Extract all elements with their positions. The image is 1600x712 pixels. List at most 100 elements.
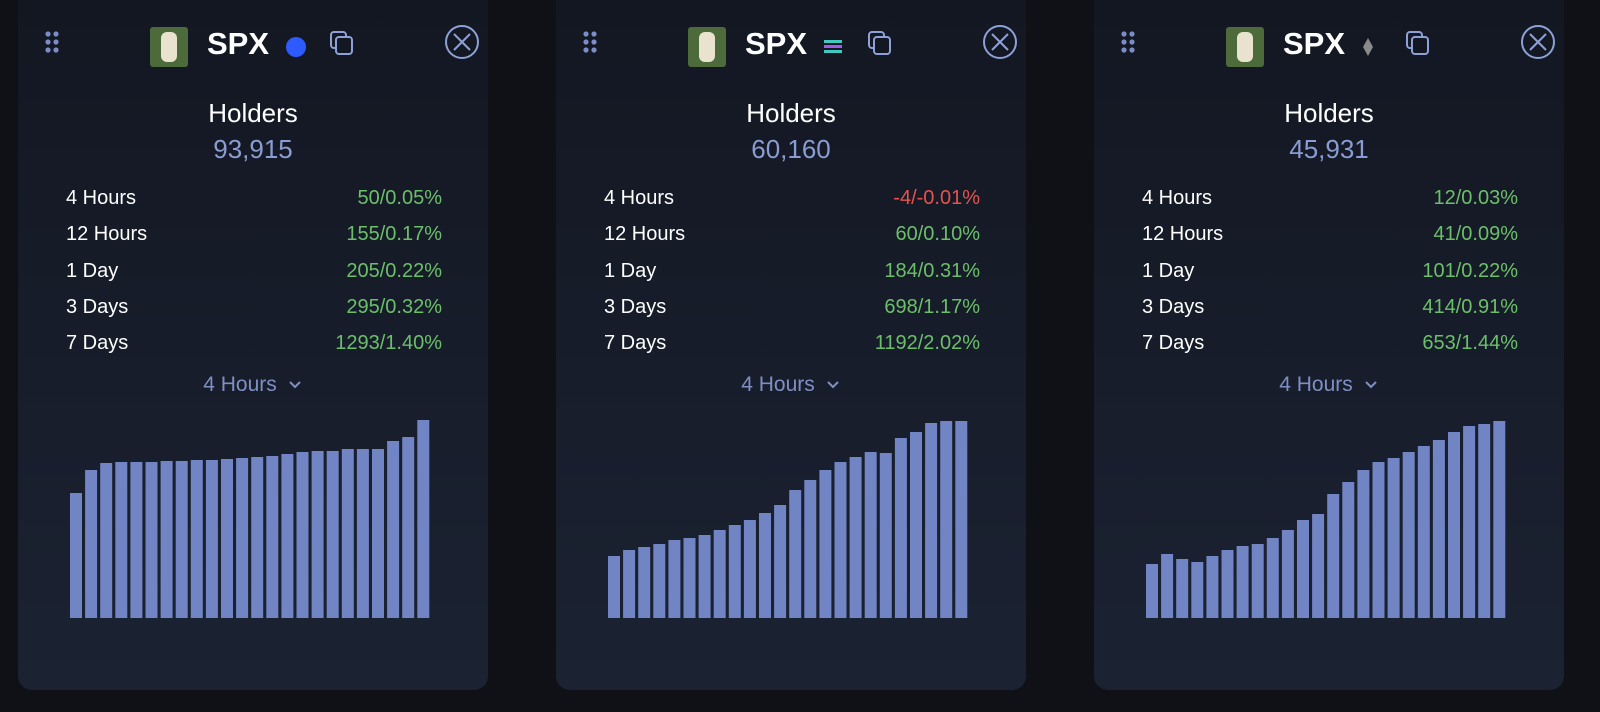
bar bbox=[236, 458, 249, 618]
period-label: 12 Hours bbox=[1142, 223, 1224, 246]
bar bbox=[1146, 564, 1158, 618]
chevron[interactable] bbox=[287, 379, 303, 391]
bar-chart bbox=[70, 420, 430, 618]
period-dropdown[interactable]: 4 Hours bbox=[1094, 373, 1564, 397]
bar bbox=[728, 525, 741, 618]
drag-dot[interactable] bbox=[1121, 39, 1127, 45]
period-change: 1192/2.02% bbox=[874, 332, 980, 355]
bar bbox=[175, 461, 188, 618]
period-change: 184/0.31% bbox=[884, 259, 980, 282]
period-label: 4 Hours bbox=[1142, 187, 1213, 209]
drag-dot[interactable] bbox=[1121, 31, 1127, 37]
drag-dot[interactable] bbox=[583, 39, 589, 45]
bar bbox=[894, 438, 907, 618]
close-button[interactable] bbox=[453, 33, 471, 51]
bar bbox=[190, 460, 203, 618]
period-label: 4 Hours bbox=[66, 187, 137, 209]
drag-dot[interactable] bbox=[53, 39, 59, 45]
period-change: 698/1.17% bbox=[884, 295, 980, 318]
copy-icon[interactable] bbox=[873, 36, 891, 55]
chevron[interactable] bbox=[289, 381, 301, 389]
period-selected[interactable]: 4 Hours bbox=[741, 373, 815, 396]
chevron[interactable] bbox=[827, 381, 839, 389]
close-button[interactable] bbox=[983, 25, 1017, 59]
chain-icon bbox=[824, 40, 842, 43]
bar bbox=[85, 470, 98, 618]
bar bbox=[713, 530, 726, 618]
bar bbox=[804, 480, 817, 618]
bar bbox=[849, 457, 862, 618]
close-button[interactable] bbox=[1529, 33, 1547, 51]
bar bbox=[160, 461, 173, 618]
drag-dot[interactable] bbox=[583, 31, 589, 37]
drag-dot[interactable] bbox=[591, 31, 597, 37]
holder-card: SPX Holders 60,160 4 Hours -4/-0.01% 12 Hours… bbox=[556, 0, 1026, 690]
bar bbox=[266, 456, 279, 618]
drag-dot[interactable] bbox=[45, 39, 51, 45]
bar bbox=[1402, 452, 1415, 618]
token-name: SPX bbox=[745, 26, 808, 61]
holders-value: 60,160 bbox=[751, 134, 831, 164]
period-selected[interactable]: 4 Hours bbox=[203, 373, 277, 396]
copy-icon[interactable] bbox=[1411, 36, 1429, 55]
bar bbox=[1221, 550, 1234, 618]
bar bbox=[940, 421, 953, 618]
drag-dot[interactable] bbox=[45, 47, 51, 53]
copy-icon[interactable] bbox=[335, 36, 353, 55]
period-change: 295/0.32% bbox=[346, 295, 442, 318]
bar bbox=[683, 538, 696, 618]
bar bbox=[819, 470, 832, 618]
period-dropdown[interactable]: 4 Hours bbox=[18, 373, 488, 397]
drag-dot[interactable] bbox=[1129, 47, 1135, 53]
close-button[interactable] bbox=[445, 25, 479, 59]
period-label: 1 Day bbox=[1142, 259, 1195, 282]
bar bbox=[1236, 546, 1249, 618]
chevron[interactable] bbox=[1365, 381, 1377, 389]
bar bbox=[356, 449, 369, 618]
period-label: 7 Days bbox=[604, 332, 667, 355]
bar bbox=[789, 490, 802, 618]
bar bbox=[638, 547, 651, 618]
bar bbox=[955, 421, 968, 618]
period-selected[interactable]: 4 Hours bbox=[1279, 373, 1353, 396]
bar bbox=[1387, 458, 1400, 618]
bar-chart bbox=[1146, 421, 1506, 618]
bar bbox=[623, 550, 636, 618]
period-dropdown[interactable]: 4 Hours bbox=[556, 373, 1026, 397]
drag-dot[interactable] bbox=[1129, 31, 1135, 37]
holders-label: Holders bbox=[1284, 98, 1374, 128]
bar bbox=[1176, 559, 1189, 618]
drag-dot[interactable] bbox=[591, 47, 597, 53]
bar bbox=[1493, 421, 1506, 618]
bar bbox=[341, 449, 354, 618]
bar bbox=[130, 462, 143, 618]
drag-dot[interactable] bbox=[1121, 47, 1127, 53]
drag-dot[interactable] bbox=[591, 39, 597, 45]
bar bbox=[296, 452, 309, 618]
bar bbox=[1372, 462, 1385, 618]
drag-dot[interactable] bbox=[583, 47, 589, 53]
chevron[interactable] bbox=[1363, 379, 1379, 391]
drag-dot[interactable] bbox=[53, 47, 59, 53]
drag-dot[interactable] bbox=[1129, 39, 1135, 45]
bar bbox=[70, 493, 82, 618]
bar bbox=[1357, 470, 1370, 618]
bar bbox=[759, 513, 771, 618]
bar bbox=[1327, 494, 1340, 618]
close-button[interactable] bbox=[1521, 25, 1555, 59]
bar bbox=[608, 556, 620, 618]
header-icons bbox=[1121, 25, 1555, 67]
close-button[interactable] bbox=[991, 33, 1009, 51]
period-change: 155/0.17% bbox=[346, 223, 442, 246]
bar bbox=[205, 460, 218, 618]
bar bbox=[879, 453, 892, 618]
bar bbox=[774, 505, 787, 618]
period-change: 12/0.03% bbox=[1433, 187, 1518, 209]
chevron[interactable] bbox=[825, 379, 841, 391]
period-change: 205/0.22% bbox=[346, 259, 442, 282]
bar bbox=[281, 454, 294, 618]
drag-dot[interactable] bbox=[45, 31, 51, 37]
token-avatar-detail bbox=[161, 32, 177, 62]
drag-dot[interactable] bbox=[53, 31, 59, 37]
